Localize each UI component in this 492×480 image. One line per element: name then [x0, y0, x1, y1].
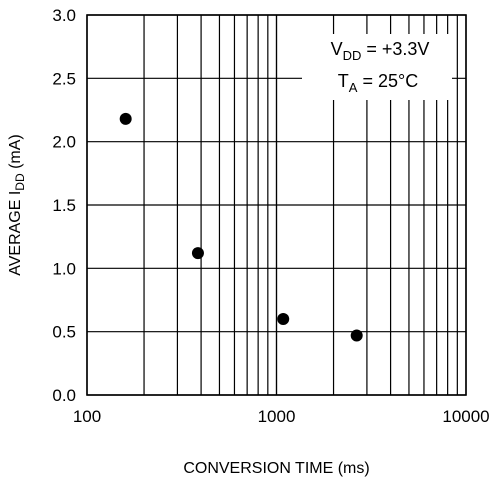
- annotation-vdd-main: V: [331, 39, 343, 59]
- annotation-ta-sub: A: [349, 80, 358, 95]
- data-point: [191, 247, 204, 260]
- y-tick-label: 1.5: [52, 196, 76, 215]
- data-point: [119, 112, 132, 125]
- x-axis-title: CONVERSION TIME (ms): [183, 460, 369, 477]
- annotation-ta: TA = 25°C: [338, 71, 418, 95]
- data-point: [350, 329, 363, 342]
- x-tick-label: 100: [73, 407, 101, 426]
- y-tick-label: 0.0: [52, 386, 76, 405]
- y-tick-label: 3.0: [52, 6, 76, 25]
- annotation-ta-rest: = 25°C: [357, 71, 418, 91]
- y-axis-title: AVERAGE IDD (mA): [7, 134, 27, 276]
- data-point: [277, 313, 290, 325]
- tick-labels: 0.0 0.5 1.0 1.5 2.0 2.5 3.0 100 1000 10000: [52, 6, 489, 426]
- annotation-vdd: VDD = +3.3V: [331, 39, 430, 63]
- grid: [86, 14, 467, 396]
- plot-frame: [86, 14, 467, 396]
- y-axis-title-sub: DD: [13, 173, 27, 191]
- y-tick-label: 2.5: [52, 69, 76, 88]
- annotation-ta-main: T: [338, 71, 349, 91]
- data-points: [119, 112, 363, 342]
- x-tick-label: 10000: [442, 407, 489, 426]
- y-tick-label: 1.0: [52, 259, 76, 278]
- x-tick-label: 1000: [258, 407, 296, 426]
- y-axis-title-main: AVERAGE I: [7, 191, 24, 276]
- y-tick-label: 2.0: [52, 133, 76, 152]
- annotation-vdd-rest: = +3.3V: [361, 39, 429, 59]
- annotation-box: [302, 34, 452, 100]
- annotation-vdd-sub: DD: [343, 48, 362, 63]
- y-axis-title-unit: (mA): [7, 134, 24, 173]
- y-tick-label: 0.5: [52, 323, 76, 342]
